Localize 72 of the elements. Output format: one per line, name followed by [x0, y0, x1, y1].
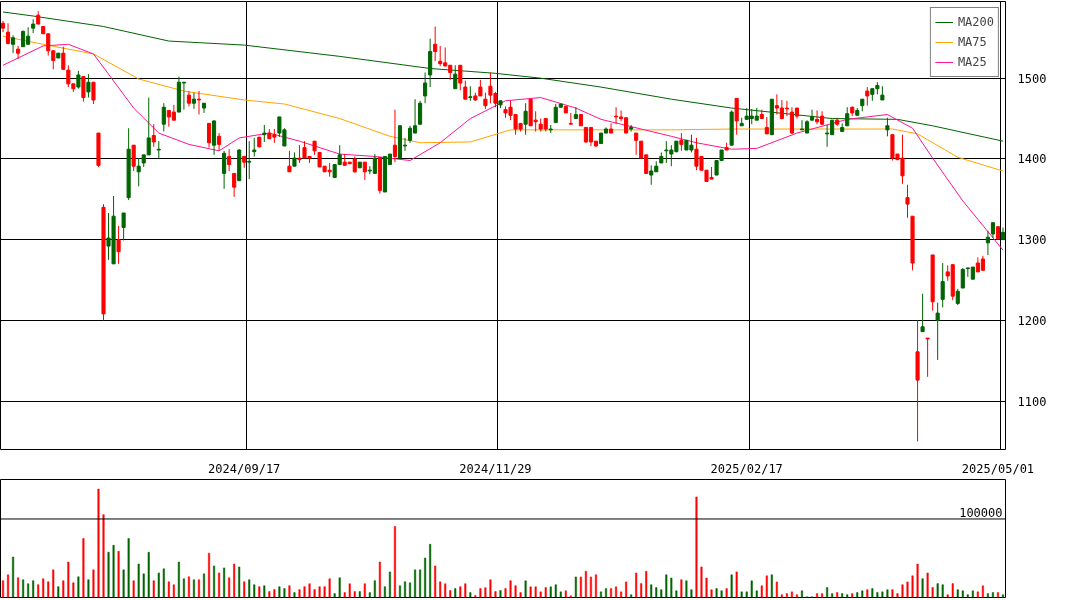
- candlestick: [121, 212, 126, 241]
- candlestick: [206, 122, 212, 149]
- candlestick: [799, 119, 805, 131]
- candlestick: [196, 90, 202, 116]
- candlestick: [865, 86, 870, 107]
- candlestick: [614, 106, 619, 125]
- candlestick: [985, 230, 990, 256]
- candlestick: [86, 73, 91, 99]
- candlestick: [136, 157, 141, 187]
- candlestick: [784, 100, 789, 117]
- candlestick: [905, 184, 910, 219]
- candlestick: [845, 106, 850, 127]
- candlestick: [925, 337, 930, 378]
- candlestick: [0, 20, 6, 33]
- candlestick: [920, 293, 925, 333]
- candlestick: [433, 26, 438, 62]
- candlestick: [428, 38, 433, 88]
- candlestick: [734, 97, 739, 136]
- annotation: 100000: [959, 505, 1003, 520]
- candlestick: [11, 34, 16, 54]
- candlestick: [131, 144, 136, 172]
- candlestick: [649, 164, 654, 186]
- candlestick: [227, 148, 232, 172]
- candlestick: [392, 109, 398, 163]
- legend-label: MA25: [957, 55, 987, 69]
- candlestick: [809, 109, 815, 121]
- legend-label: MA200: [957, 15, 994, 29]
- line-series: [2, 11, 1004, 142]
- candlestick: [573, 106, 578, 120]
- legend-label: MA75: [957, 35, 987, 49]
- candlestick: [608, 122, 614, 134]
- candlestick: [116, 225, 121, 265]
- candlestick: [568, 112, 573, 125]
- candlestick: [523, 102, 528, 136]
- candlestick: [252, 137, 257, 157]
- candlestick: [61, 46, 66, 70]
- x-tick-label: 2024/09/17: [208, 461, 281, 476]
- candlestick: [232, 172, 237, 198]
- x-tick-label: 2025/02/17: [710, 461, 783, 476]
- candlestick: [217, 132, 222, 152]
- y-tick-label: 1100: [1017, 394, 1047, 409]
- candlestick: [453, 64, 458, 90]
- candlestick: [825, 124, 830, 148]
- candlestick: [885, 117, 890, 137]
- x-tick-label: 2025/05/01: [961, 461, 1035, 476]
- candlestick: [191, 92, 197, 110]
- candlestick: [438, 45, 443, 67]
- candlestick: [629, 124, 634, 132]
- candlestick: [91, 81, 96, 105]
- candlestick: [81, 76, 86, 103]
- y-tick-label: 1300: [1017, 233, 1047, 248]
- candlestick: [815, 109, 820, 125]
- candlestick: [960, 267, 965, 289]
- candlestick: [940, 262, 945, 308]
- candlestick: [372, 153, 377, 174]
- candlestick: [287, 150, 292, 173]
- candlestick: [935, 302, 940, 361]
- x-tick-label: 2024/11/29: [459, 461, 532, 476]
- candlestick: [181, 81, 186, 111]
- candlestick: [463, 80, 468, 100]
- candlestick: [222, 150, 227, 190]
- candlestick: [423, 72, 428, 104]
- candlestick: [418, 100, 423, 126]
- candlestick: [161, 102, 166, 132]
- y-tick-label: 1200: [1017, 313, 1047, 328]
- y-tick-label: 1400: [1017, 152, 1047, 167]
- candlestick: [247, 140, 252, 180]
- y-tick-label: 1500: [1017, 71, 1047, 86]
- candlestick: [634, 132, 639, 156]
- candlestick: [16, 45, 21, 60]
- candlestick: [151, 123, 156, 148]
- candlestick: [458, 64, 463, 91]
